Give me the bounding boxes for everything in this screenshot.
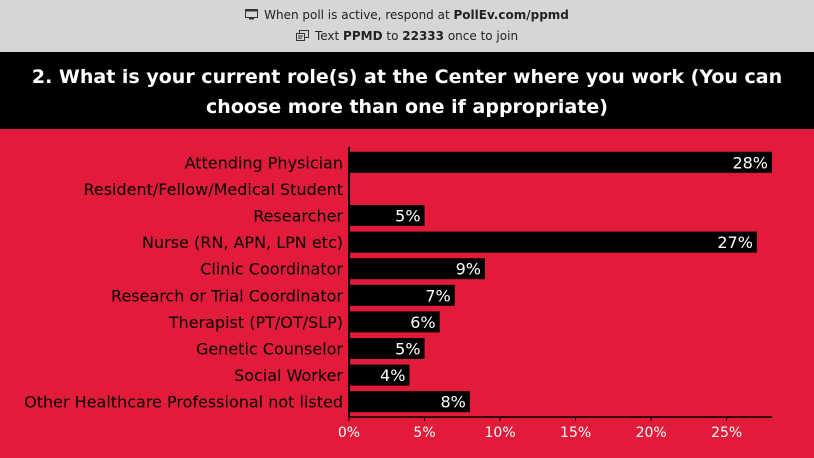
- category-label: Genetic Counselor: [196, 340, 343, 359]
- category-label: Clinic Coordinator: [200, 260, 343, 279]
- bar: [349, 258, 485, 280]
- x-tick-label: 25%: [711, 425, 742, 441]
- bar-value-label: 9%: [456, 260, 481, 279]
- bar-chart: Attending Physician 28% Resident/Fellow/Me…: [24, 147, 772, 441]
- bar: [349, 284, 455, 306]
- bar: [349, 205, 425, 226]
- category-label: Other Healthcare Professional not listed: [24, 393, 343, 412]
- browser-icon: [245, 8, 259, 23]
- poll-link[interactable]: PollEv.com/ppmd: [453, 8, 569, 22]
- respond-instruction: When poll is active, respond at PollEv.c…: [0, 8, 814, 23]
- bar-value-label: 5%: [395, 340, 420, 359]
- text-suffix: once to join: [447, 29, 519, 43]
- bar: [349, 338, 425, 359]
- category-label: Therapist (PT/OT/SLP): [168, 313, 343, 332]
- bar-value-label: 8%: [440, 393, 465, 412]
- phone-text-icon: [295, 29, 309, 44]
- bar-value-label: 6%: [410, 313, 435, 332]
- x-tick-label: 5%: [413, 425, 435, 441]
- bar: [349, 231, 757, 253]
- bar-value-label: 4%: [380, 366, 405, 385]
- category-label: Resident/Fellow/Medical Student: [83, 180, 343, 199]
- bar: [349, 364, 410, 386]
- bar-value-label: 27%: [717, 233, 753, 252]
- bar: [349, 311, 440, 333]
- bar-value-label: 28%: [732, 153, 768, 172]
- category-label: Nurse (RN, APN, LPN etc): [142, 233, 343, 252]
- x-tick-label: 15%: [560, 425, 591, 441]
- x-tick-label: 20%: [636, 425, 667, 441]
- question-title: 2. What is your current role(s) at the C…: [31, 66, 783, 118]
- text-prefix: Text: [314, 29, 340, 43]
- respond-prefix: When poll is active, respond at: [264, 8, 450, 22]
- category-label: Social Worker: [234, 366, 343, 385]
- bar-value-label: 5%: [395, 207, 420, 226]
- x-tick-label: 0%: [338, 425, 360, 441]
- text-number: 22333: [402, 29, 444, 43]
- x-tick-label: 10%: [485, 425, 516, 441]
- text-instruction: Text PPMD to 22333 once to join: [0, 29, 814, 44]
- category-label: Attending Physician: [185, 153, 343, 172]
- bar: [349, 391, 470, 413]
- text-code: PPMD: [343, 29, 383, 43]
- bar-value-label: 7%: [425, 286, 450, 305]
- poll-instructions-bar: When poll is active, respond at PollEv.c…: [0, 0, 814, 52]
- category-label: Researcher: [253, 207, 343, 226]
- question-title-bar: 2. What is your current role(s) at the C…: [0, 52, 814, 129]
- category-label: Research or Trial Coordinator: [111, 286, 343, 305]
- bar: [349, 151, 772, 173]
- text-mid: to: [386, 29, 399, 43]
